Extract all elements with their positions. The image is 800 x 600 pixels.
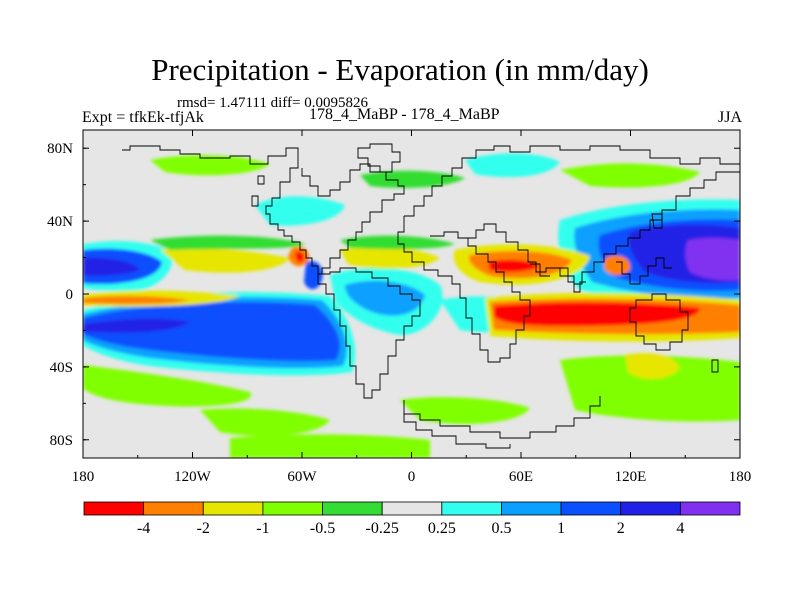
blob-fringe-atlantic: [340, 235, 455, 250]
y-tick-label: 40S: [50, 360, 73, 376]
colorbar-box: [679, 501, 741, 516]
blob-antarctic-green: [230, 434, 430, 458]
colorbar-box: [501, 501, 562, 516]
colorbar-label: 0.5: [491, 520, 511, 537]
blob-asia-orange: [604, 255, 631, 276]
field-blobs: [83, 153, 740, 458]
season-label: JJA: [717, 109, 742, 126]
colorbar-label: -2: [197, 520, 210, 537]
y-tick-labels: 80N 40N 0 40S 80S: [47, 141, 73, 449]
x-tick-label: 0: [408, 469, 416, 485]
colorbar-box: [202, 501, 264, 516]
tick-marks: [82, 130, 741, 458]
colorbar-label: -0.5: [310, 520, 335, 537]
x-tick-label: 120E: [615, 469, 647, 485]
colorbar-label: 4: [676, 520, 684, 537]
coast-se-asia: [616, 257, 672, 285]
colorbar-box: [441, 501, 502, 516]
blob-sio-red: [494, 302, 700, 326]
coast-greenland: [357, 143, 401, 173]
blob-wpac-purple: [685, 237, 740, 281]
y-tick-label: 0: [66, 287, 74, 303]
coast-india: [560, 267, 586, 293]
stats-label: rmsd= 1.47111 diff= 0.0095826: [177, 95, 368, 111]
x-tick-labels: 180 120W 60W 0 60E 120E 180: [72, 469, 752, 485]
coast-africa-eurasia: [397, 171, 740, 363]
blob-southern-green-west: [83, 365, 252, 407]
blob-south-indian-yellow: [625, 353, 680, 380]
x-tick-label: 60W: [287, 469, 317, 485]
blob-southern-green-mid: [400, 397, 530, 424]
colorbar-label: -0.25: [366, 520, 399, 537]
blob-south-pacific-darkblue: [83, 318, 190, 333]
x-tick-label: 180: [72, 469, 95, 485]
blob-europe-cyan: [465, 153, 560, 178]
colorbar-label: -4: [137, 520, 150, 537]
blob-subtrop-south-orange: [83, 295, 190, 305]
blob-subtrop-pac-yellow: [160, 248, 290, 273]
colorbar-box: [560, 501, 622, 516]
blob-south-pacific-blue: [83, 302, 340, 362]
coast-australia: [629, 293, 689, 351]
y-tick-label: 80N: [47, 141, 73, 157]
colorbar-box: [620, 501, 681, 516]
experiment-label: Expt = tfkEk-tfjAk: [82, 109, 204, 126]
blob-fringe-pacific: [150, 235, 305, 250]
colorbar-box: [143, 501, 204, 516]
x-tick-label: 180: [729, 469, 752, 485]
plot-title: Precipitation - Evaporation (in mm/day): [151, 52, 649, 87]
blob-north-green-canada: [150, 155, 270, 176]
colorbar-labels: -4 -2 -1 -0.5 -0.25 0.25 0.5 1 2 4: [137, 520, 684, 537]
blob-sahara-red: [488, 259, 540, 273]
colorbar-box: [83, 501, 145, 516]
coastlines: [122, 143, 740, 449]
colorbar: [83, 501, 741, 516]
coast-nz: [711, 359, 719, 373]
blob-north-green-asia: [560, 163, 700, 188]
blob-gulf-red: [295, 251, 305, 262]
coast-antarctica-2: [403, 414, 511, 449]
coast-north-america: [122, 145, 405, 275]
colorbar-label: -1: [256, 520, 269, 537]
coast-eurasia-north: [404, 145, 740, 217]
blob-southern-green-se: [560, 355, 740, 422]
blob-south-pacific-green: [200, 408, 330, 436]
case-label: 178_4_MaBP - 178_4_MaBP: [309, 106, 500, 123]
x-tick-label: 120W: [174, 469, 212, 485]
coast-antarctica: [403, 396, 601, 439]
coast-mediterranean: [430, 231, 550, 277]
coast-south-america: [317, 267, 421, 399]
y-tick-label: 80S: [50, 433, 73, 449]
y-tick-label: 40N: [47, 214, 73, 230]
colorbar-label: 2: [617, 520, 625, 537]
blob-north-pacific-darkblue: [83, 257, 140, 276]
colorbar-label: 1: [557, 520, 565, 537]
blob-north-atlantic-cyan: [255, 196, 345, 226]
colorbar-box: [381, 501, 443, 516]
x-tick-label: 60E: [509, 469, 533, 485]
blob-atlantic-blue: [345, 280, 425, 316]
blob-atlantic-yellow: [340, 247, 440, 269]
colorbar-box: [322, 501, 383, 516]
colorbar-box: [262, 501, 323, 516]
coast-japan: [651, 213, 663, 229]
colorbar-label: 0.25: [428, 520, 456, 537]
coast-antarctic-islands: [251, 175, 265, 207]
